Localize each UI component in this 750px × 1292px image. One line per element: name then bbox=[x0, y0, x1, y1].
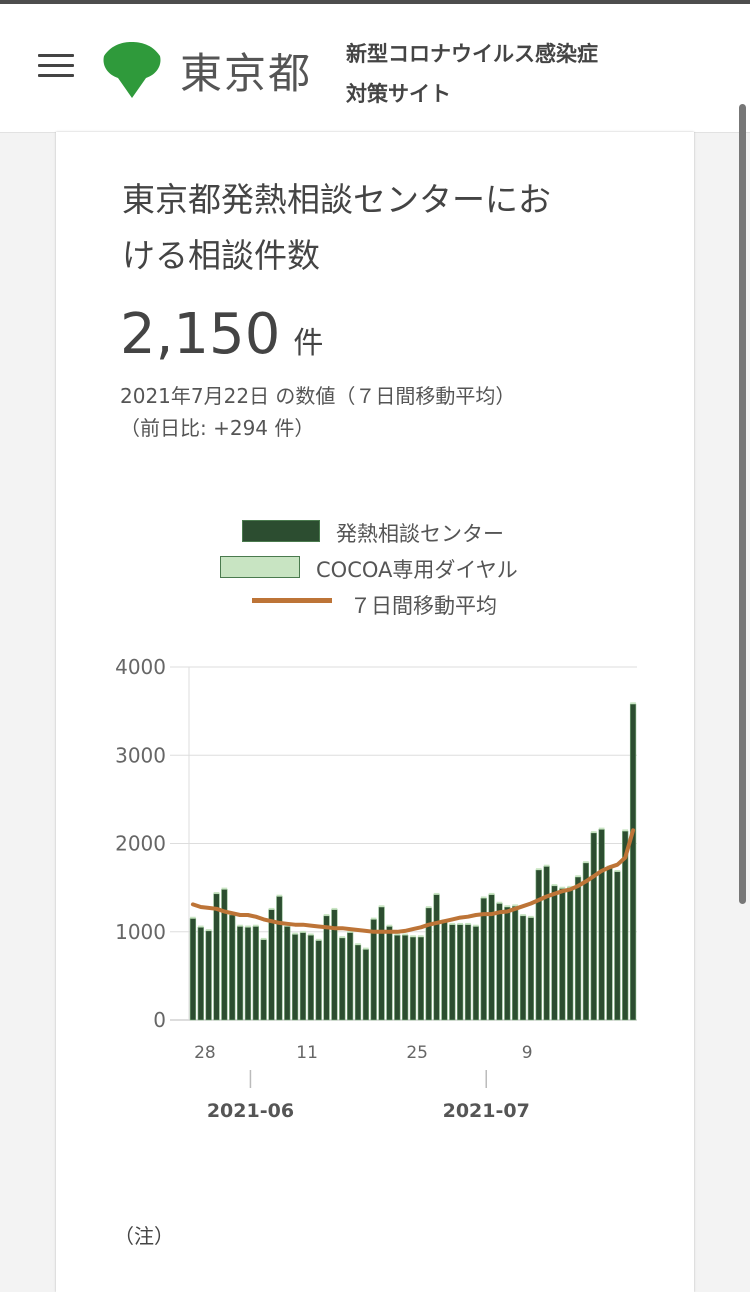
menu-icon-bar bbox=[38, 74, 74, 77]
menu-icon-bar bbox=[38, 54, 74, 57]
site-title-line1: 新型コロナウイルス感染症 bbox=[346, 42, 598, 66]
consultation-card: 東京都発熱相談センターにお ける相談件数 2,150 件 2021年7月22日 … bbox=[56, 132, 694, 1292]
value-number: 2,150 bbox=[120, 302, 281, 367]
card-title-line1: 東京都発熱相談センターにお bbox=[122, 180, 551, 219]
card-title-line2: ける相談件数 bbox=[122, 236, 320, 275]
top-border bbox=[0, 0, 750, 4]
headline-value: 2,150 件 bbox=[120, 302, 323, 367]
footnote-label: （注） bbox=[114, 1224, 174, 1248]
legend-swatch-fever-center bbox=[242, 520, 320, 542]
site-header: 東京都 新型コロナウイルス感染症 対策サイト bbox=[0, 4, 750, 133]
menu-icon-bar bbox=[38, 64, 74, 67]
legend-swatch-moving-average bbox=[252, 598, 332, 603]
scrollbar[interactable] bbox=[739, 104, 746, 904]
diff-note: （前日比: +294 件） bbox=[120, 416, 315, 440]
site-title[interactable]: 新型コロナウイルス感染症 対策サイト bbox=[346, 34, 646, 114]
tokyo-ginkgo-logo-icon[interactable] bbox=[102, 40, 162, 100]
date-note: 2021年7月22日 の数値（７日間移動平均） bbox=[120, 384, 516, 408]
legend-label-fever-center: 発熱相談センター bbox=[336, 522, 504, 546]
legend-label-cocoa: COCOA専用ダイヤル bbox=[316, 558, 518, 582]
value-unit: 件 bbox=[293, 326, 324, 361]
logo-text[interactable]: 東京都 bbox=[180, 49, 313, 98]
card-title: 東京都発熱相談センターにお ける相談件数 bbox=[122, 172, 622, 284]
legend-swatch-cocoa bbox=[220, 556, 300, 578]
menu-icon[interactable] bbox=[36, 52, 76, 82]
legend-label-moving-average: ７日間移動平均 bbox=[350, 594, 497, 618]
site-title-line2: 対策サイト bbox=[346, 82, 451, 106]
